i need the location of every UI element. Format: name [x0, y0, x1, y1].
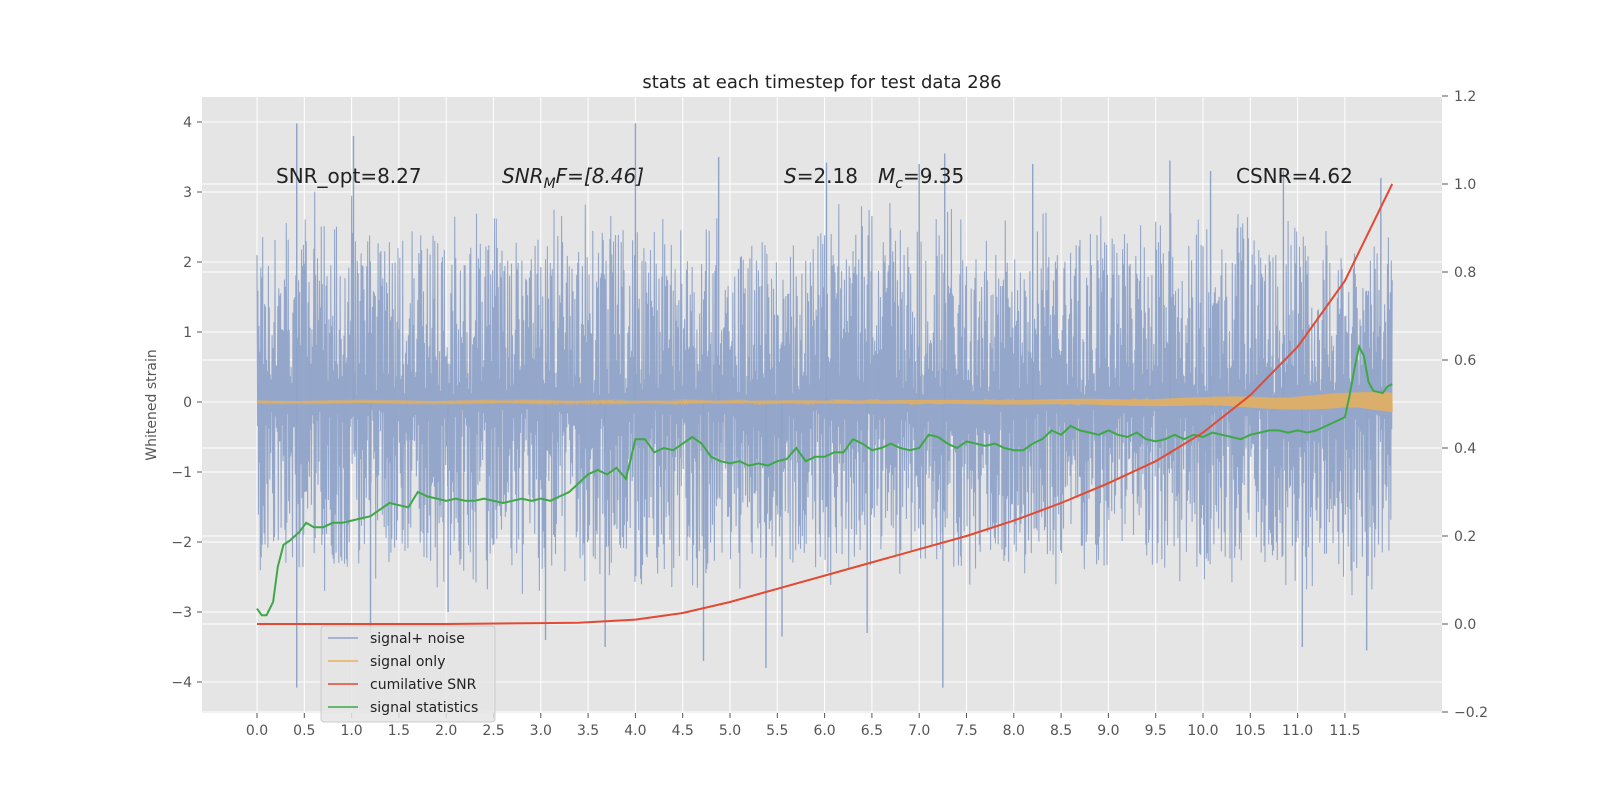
y-tick-label: 2 [183, 255, 192, 271]
annotation-snr-opt: SNR_opt=8.27 [276, 164, 422, 188]
x-tick-label: 5.5 [766, 723, 788, 739]
x-tick-label: 9.5 [1145, 723, 1167, 739]
legend-box [320, 625, 496, 723]
x-tick-label: 11.0 [1282, 723, 1313, 739]
y2-tick-label: 1.2 [1454, 89, 1476, 105]
x-tick-label: 0.5 [293, 723, 315, 739]
y-tick-label: 0 [183, 395, 192, 411]
x-tick-label: 9.0 [1097, 723, 1119, 739]
y-tick-label: 4 [183, 115, 192, 131]
x-tick-label: 6.0 [813, 723, 835, 739]
y2-tick-label: 0.2 [1454, 529, 1476, 545]
y2-tick-label: −0.2 [1454, 705, 1488, 721]
chart-title: stats at each timestep for test data 286 [642, 72, 1001, 93]
signal-statistics-series [256, 343, 1393, 617]
x-tick-label: 6.5 [861, 723, 883, 739]
y-tick-label: −2 [171, 535, 192, 551]
x-tick-label: 3.5 [577, 723, 599, 739]
x-tick-label: 1.0 [340, 723, 362, 739]
series-line-noise [256, 191, 1393, 596]
x-tick-label: 8.0 [1003, 723, 1025, 739]
x-tick-label: 4.0 [624, 723, 646, 739]
y-tick-label: −3 [171, 605, 192, 621]
annotation-snr-mf: SNRMF=[8.46] [502, 164, 644, 192]
signal-only-series [256, 392, 1393, 413]
y2-tick-label: 0.6 [1454, 353, 1476, 369]
legend-label-stats: signal statistics [370, 700, 478, 716]
x-tick-label: 2.0 [435, 723, 457, 739]
x-tick-label: 10.5 [1235, 723, 1266, 739]
y2-tick-label: 1.0 [1454, 177, 1476, 193]
annotation-s: S=2.18 [784, 164, 858, 188]
x-tick-label: 11.5 [1329, 723, 1360, 739]
y-tick-label: 3 [183, 185, 192, 201]
y2-tick-label: 0.4 [1454, 441, 1476, 457]
y2-tick-label: 0.0 [1454, 617, 1476, 633]
cumulative-snr-series [257, 183, 1394, 625]
x-tick-label: 7.0 [908, 723, 930, 739]
annotation-mc: Mc=9.35 [878, 164, 964, 192]
x-tick-label: 3.0 [530, 723, 552, 739]
signal-noise-series [256, 123, 1393, 688]
annotations: SNR_opt=8.27 SNRMF=[8.46] S=2.18 Mc=9.35… [276, 164, 1353, 192]
legend: signal+ noise signal only cumilative SNR… [320, 625, 496, 723]
y-axis-label: Whitened strain [144, 349, 160, 460]
x-tick-label: 0.0 [246, 723, 268, 739]
x-tick-label: 1.5 [388, 723, 410, 739]
x-tick-label: 5.0 [719, 723, 741, 739]
series-line-signal-only [256, 392, 1393, 413]
axes: 0.0 0.5 1.0 1.5 2.0 2.5 3.0 3.5 4.0 4.5 5.0 5.5 6.0 6… [171, 89, 1488, 739]
x-tick-label: 4.5 [672, 723, 694, 739]
series-line-cumulative-snr [257, 183, 1394, 625]
y2-tick-label: 0.8 [1454, 265, 1476, 281]
y-tick-label: −4 [171, 675, 192, 691]
x-tick-label: 10.0 [1187, 723, 1218, 739]
x-tick-label: 8.5 [1050, 723, 1072, 739]
legend-label-signal: signal only [370, 654, 445, 670]
x-tick-label: 2.5 [482, 723, 504, 739]
y-tick-label: −1 [171, 465, 192, 481]
legend-label-noise: signal+ noise [370, 631, 465, 647]
y-tick-label: 1 [183, 325, 192, 341]
annotation-csnr: CSNR=4.62 [1236, 164, 1353, 188]
legend-label-csnr: cumilative SNR [370, 677, 477, 693]
series-line-signal-statistics [256, 343, 1393, 617]
x-tick-label: 7.5 [955, 723, 977, 739]
